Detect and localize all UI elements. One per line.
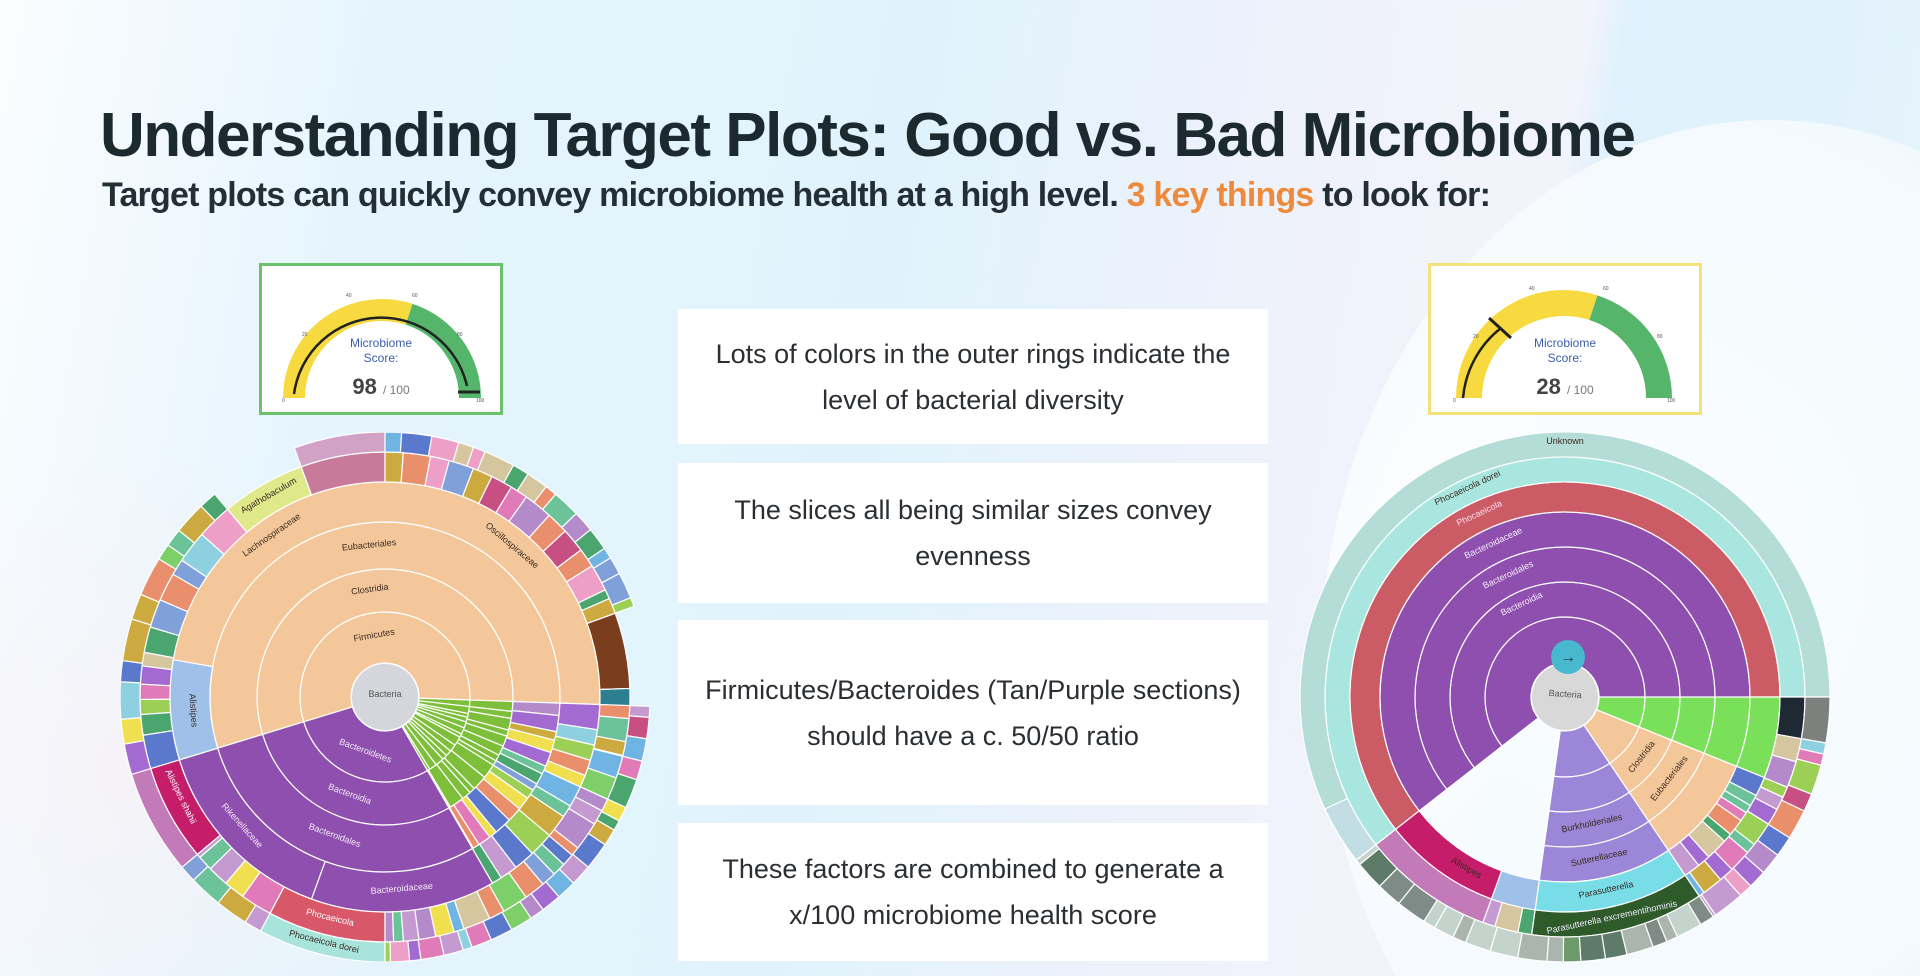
good-score-gauge: 0 20 40 60 80 100 Microbiome Score: 98 / 100 [259,263,503,415]
tip-evenness: The slices all being similar sizes conve… [678,463,1268,603]
svg-text:100: 100 [476,398,485,404]
bad-score-gauge: 0 20 40 60 80 100 Microbiome Score: 28 / 100 [1428,263,1702,415]
tip-ratio: Firmicutes/Bacteroides (Tan/Purple secti… [678,620,1268,805]
subtitle-text-end: to look for: [1313,176,1491,214]
sunburst-chart-icon: →BacteriaBacteroidiaBacteroidalesBactero… [1299,431,1831,963]
gauge-label-line1: Microbiome [349,336,412,350]
svg-text:60: 60 [1603,286,1609,292]
score-denominator: / 100 [382,383,410,397]
gauge-arc-icon: 0 20 40 60 80 100 [1453,286,1676,404]
good-microbiome-sunburst[interactable]: Bacteria Firmicutes Clostridia Eubacteriale… [119,431,651,963]
gauge-label: Microbiome Score: [262,336,500,366]
score-denominator: / 100 [1566,383,1594,397]
svg-text:Bacteria: Bacteria [368,689,401,699]
svg-text:Bacteria: Bacteria [1548,688,1582,700]
svg-text:Unknown: Unknown [1546,436,1584,446]
gauge-score: 28 / 100 [1431,374,1699,400]
svg-text:Alistipes: Alistipes [187,693,199,728]
score-value: 28 [1536,374,1561,399]
svg-text:0: 0 [282,398,285,404]
svg-text:→: → [1560,649,1576,666]
gauge-label-line1: Microbiome [1533,336,1596,350]
gauge-label-line2: Score: [1547,351,1583,365]
svg-text:20: 20 [1473,334,1479,340]
tip-diversity: Lots of colors in the outer rings indica… [678,309,1268,444]
svg-text:0: 0 [1453,398,1456,404]
svg-text:20: 20 [302,332,308,338]
svg-text:40: 40 [1529,286,1535,292]
bad-microbiome-sunburst[interactable]: → Bacteria Bacteroidia Bacteroidales Bactero… [1295,431,1835,963]
svg-text:40: 40 [346,293,352,299]
svg-text:80: 80 [1657,334,1663,340]
subtitle-highlight: 3 key things [1126,176,1315,214]
page-title: Understanding Target Plots: Good vs. Bad… [100,101,1636,170]
svg-text:80: 80 [457,332,463,338]
tip-score: These factors are combined to generate a… [678,823,1268,961]
gauge-arc-icon: 0 20 40 60 80 100 [282,293,485,404]
gauge-label: Microbiome Score: [1431,336,1699,366]
gauge-label-line2: Score: [363,351,399,365]
page-subtitle: Target plots can quickly convey microbio… [102,176,1491,215]
svg-text:60: 60 [412,293,418,299]
score-value: 98 [352,374,377,399]
sunburst-chart-icon: BacteriaFirmicutesClostridiaEubacteriale… [119,431,651,963]
subtitle-text: Target plots can quickly convey microbio… [102,176,1127,214]
gauge-score: 98 / 100 [262,374,500,400]
svg-text:100: 100 [1667,398,1676,404]
